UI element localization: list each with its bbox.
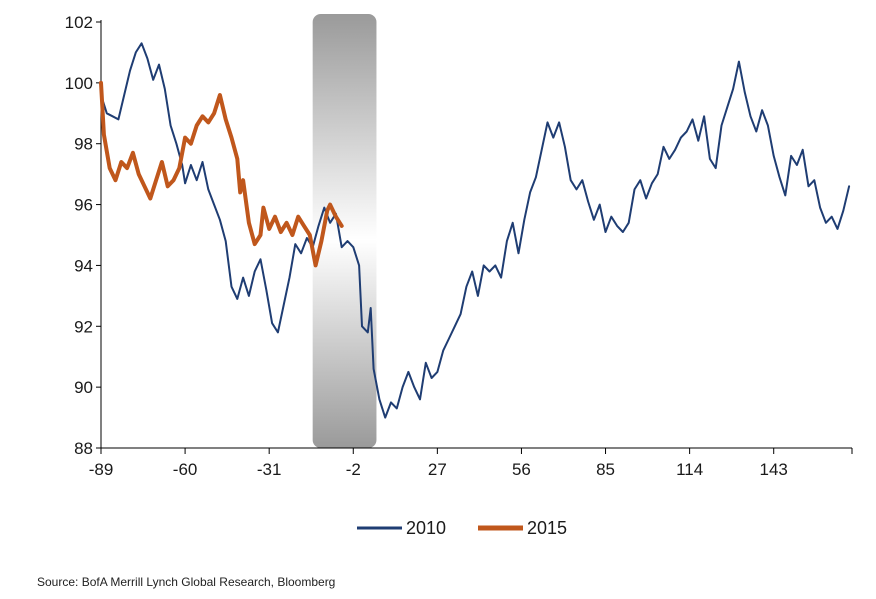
y-tick-label: 102 xyxy=(65,13,93,32)
x-tick-label: 143 xyxy=(760,460,788,479)
x-tick-label: 27 xyxy=(428,460,447,479)
y-tick-label: 100 xyxy=(65,74,93,93)
shaded-region xyxy=(312,14,377,448)
y-tick-label: 96 xyxy=(74,196,93,215)
legend-label-2015: 2015 xyxy=(527,518,567,538)
x-tick-label: -89 xyxy=(89,460,114,479)
y-tick-label: 98 xyxy=(74,135,93,154)
legend-label-2010: 2010 xyxy=(406,518,446,538)
axes-layer: 88 90 92 94 96 98 100 102 -89 -60 -31 -2 27 56 85 114 14… xyxy=(65,13,853,479)
y-tick-label: 88 xyxy=(74,439,93,458)
x-tick-label: 114 xyxy=(676,460,703,479)
series-line-2015 xyxy=(99,80,344,268)
legend: 2010 2015 xyxy=(357,518,567,538)
source-note: Source: BofA Merrill Lynch Global Resear… xyxy=(37,575,336,589)
x-tick-label: 56 xyxy=(512,460,531,479)
series-line-2010 xyxy=(100,42,851,419)
x-tick-label: -60 xyxy=(173,460,198,479)
series-layer xyxy=(99,42,851,419)
y-tick-label: 94 xyxy=(74,256,93,275)
x-tick-label: 85 xyxy=(596,460,615,479)
x-tick-label: -31 xyxy=(257,460,282,479)
shaded-region-layer xyxy=(312,14,377,448)
y-tick-label: 92 xyxy=(74,317,93,336)
x-tick-label: -2 xyxy=(346,460,361,479)
y-tick-label: 90 xyxy=(74,378,93,397)
